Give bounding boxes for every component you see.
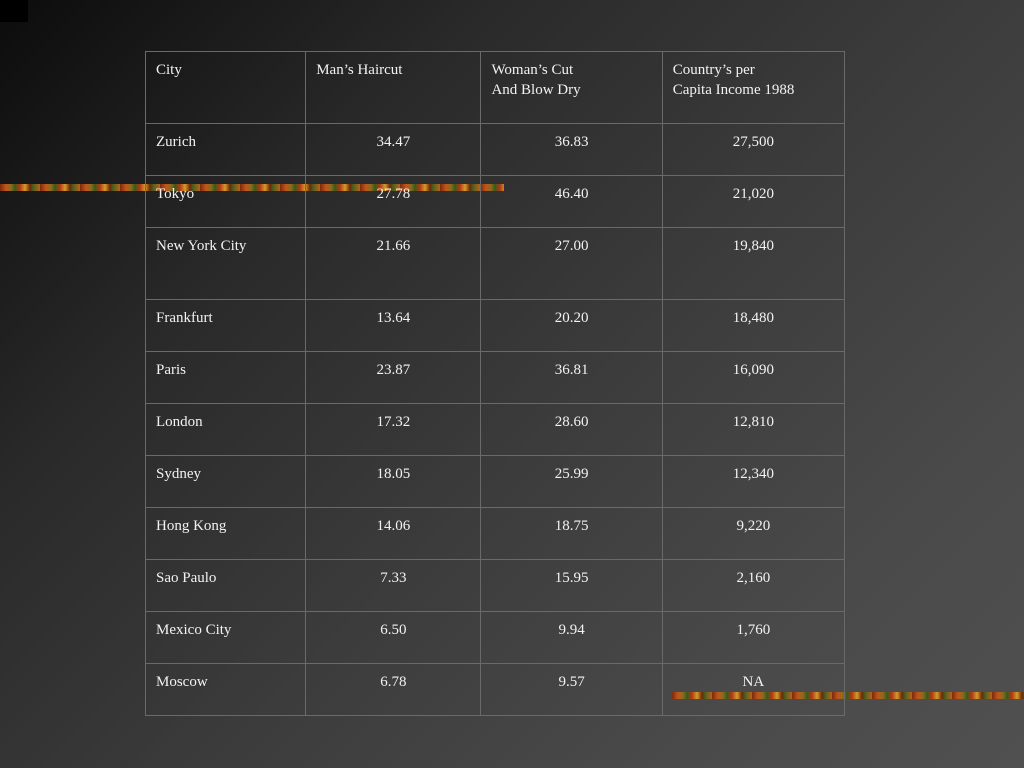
cell-womens-cut: 27.00 <box>480 227 663 300</box>
header-income-line2: Capita Income 1988 <box>672 82 795 98</box>
table-row: Mexico City 6.50 9.94 1,760 <box>144 611 846 664</box>
table-row: Moscow 6.78 9.57 NA <box>144 663 846 716</box>
corner-block-decoration <box>0 0 28 22</box>
table-row: Paris 23.87 36.81 16,090 <box>144 351 846 404</box>
header-mens-haircut-label: Man’s Haircut <box>316 62 403 78</box>
cell-mens-haircut: 23.87 <box>305 351 482 404</box>
cell-womens-cut: 20.20 <box>480 299 663 352</box>
cell-womens-cut: 28.60 <box>480 403 663 456</box>
table-row: Sao Paulo 7.33 15.95 2,160 <box>144 559 846 612</box>
header-womens-cut-line2: And Blow Dry <box>491 82 581 98</box>
cell-city: Mexico City <box>144 611 307 664</box>
header-city: City <box>144 51 307 124</box>
header-city-label: City <box>156 62 182 78</box>
table-row: Tokyo 27.78 46.40 21,020 <box>144 175 846 228</box>
cell-mens-haircut: 34.47 <box>305 123 482 176</box>
cell-womens-cut: 9.57 <box>480 663 663 716</box>
cell-womens-cut: 25.99 <box>480 455 663 508</box>
cell-income: 12,340 <box>661 455 846 508</box>
cell-city: London <box>144 403 307 456</box>
header-income-line1: Country’s per <box>672 62 755 78</box>
header-womens-cut-line1: Woman’s Cut <box>491 62 574 78</box>
cell-womens-cut: 46.40 <box>480 175 663 228</box>
cell-mens-haircut: 27.78 <box>305 175 482 228</box>
cell-income: 16,090 <box>661 351 846 404</box>
header-womens-cut: Woman’s Cut And Blow Dry <box>480 51 663 124</box>
cell-income: 9,220 <box>661 507 846 560</box>
cell-income: 1,760 <box>661 611 846 664</box>
cell-income: 19,840 <box>661 227 846 300</box>
cell-mens-haircut: 7.33 <box>305 559 482 612</box>
cell-womens-cut: 36.81 <box>480 351 663 404</box>
table-header-row: City Man’s Haircut Woman’s Cut And Blow … <box>144 51 846 124</box>
table-row: Zurich 34.47 36.83 27,500 <box>144 123 846 176</box>
cell-city: Zurich <box>144 123 307 176</box>
table-row: Hong Kong 14.06 18.75 9,220 <box>144 507 846 560</box>
cell-city: Paris <box>144 351 307 404</box>
cell-womens-cut: 18.75 <box>480 507 663 560</box>
cell-mens-haircut: 6.50 <box>305 611 482 664</box>
cell-city: Sao Paulo <box>144 559 307 612</box>
cell-mens-haircut: 17.32 <box>305 403 482 456</box>
cell-mens-haircut: 21.66 <box>305 227 482 300</box>
table-row: Frankfurt 13.64 20.20 18,480 <box>144 299 846 352</box>
cell-city: Hong Kong <box>144 507 307 560</box>
cell-mens-haircut: 13.64 <box>305 299 482 352</box>
cell-womens-cut: 15.95 <box>480 559 663 612</box>
cell-income: 27,500 <box>661 123 846 176</box>
table-row: Sydney 18.05 25.99 12,340 <box>144 455 846 508</box>
cell-mens-haircut: 18.05 <box>305 455 482 508</box>
cell-city: Frankfurt <box>144 299 307 352</box>
haircut-price-table: City Man’s Haircut Woman’s Cut And Blow … <box>144 51 846 716</box>
cell-city: Moscow <box>144 663 307 716</box>
decorative-stripe-right <box>672 692 1024 699</box>
cell-income: NA <box>661 663 846 716</box>
cell-income: 2,160 <box>661 559 846 612</box>
cell-womens-cut: 36.83 <box>480 123 663 176</box>
cell-city: New York City <box>144 227 307 300</box>
header-mens-haircut: Man’s Haircut <box>305 51 482 124</box>
cell-mens-haircut: 14.06 <box>305 507 482 560</box>
cell-mens-haircut: 6.78 <box>305 663 482 716</box>
cell-income: 21,020 <box>661 175 846 228</box>
cell-city: Tokyo <box>144 175 307 228</box>
header-per-capita-income: Country’s per Capita Income 1988 <box>661 51 846 124</box>
cell-income: 12,810 <box>661 403 846 456</box>
cell-womens-cut: 9.94 <box>480 611 663 664</box>
cell-city: Sydney <box>144 455 307 508</box>
cell-income: 18,480 <box>661 299 846 352</box>
table-row: London 17.32 28.60 12,810 <box>144 403 846 456</box>
table-row: New York City 21.66 27.00 19,840 <box>144 227 846 300</box>
